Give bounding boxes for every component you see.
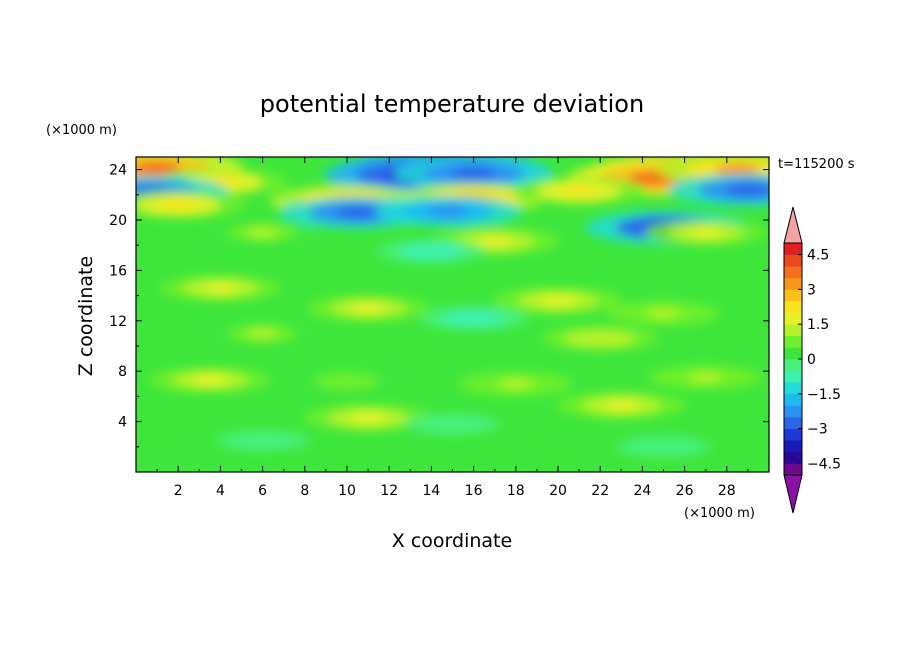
colorbar-segment [784,417,802,429]
x-axis-ticks: 2 4 6 8 10 12 14 16 18 20 22 24 26 28 [156,157,749,499]
field-feature-core [451,166,497,180]
y-axis-ticks: 4 8 12 16 20 24 [109,163,769,448]
colorbar-segment [784,254,802,267]
y-tick-label: 24 [109,163,127,179]
colorbar-segment [784,440,802,453]
colorbar-tick-label: 4.5 [807,248,829,264]
colorbar-segment [784,324,802,337]
x-tick-label: 14 [422,483,440,499]
x-tick-label: 26 [676,483,694,499]
colorbar-over-arrow [783,206,803,244]
colorbar-segment [784,243,802,255]
x-tick-label: 2 [174,483,183,499]
colorbar-segment [784,428,802,441]
colorbar-tick-label: −3 [807,422,828,438]
colorbar-segment [784,393,802,406]
field-feature-core [650,442,677,452]
colorbar-segment [784,347,802,360]
field-feature-core [560,185,598,197]
x-tick-label: 12 [380,483,398,499]
field-feature-core [247,227,278,238]
field-feature-core [458,313,489,324]
colorbar-tick-label: 0 [807,352,816,368]
field-feature-core [159,199,198,211]
field-blobs [136,157,769,464]
field-feature-core [416,246,447,257]
field-feature-core [725,183,769,197]
colorbar: 4.5 3 1.5 0 −1.5 −3 −4.5 [783,206,841,514]
field-feature-core [539,295,577,307]
field-feature-core [249,436,276,445]
field-feature-core [603,399,640,411]
colorbar-tick-label: −4.5 [807,456,841,472]
field-feature-core [476,235,513,247]
colorbar-segment [784,289,802,302]
x-tick-label: 16 [465,483,483,499]
field-feature-core [144,448,170,458]
y-tick-label: 16 [109,263,127,279]
x-tick-label: 20 [549,483,567,499]
y-unit-label: (×1000 m) [46,123,117,138]
time-label: t=115200 s [778,157,855,172]
colorbar-segment [784,405,802,418]
field-feature-core [714,163,760,177]
y-tick-label: 20 [109,213,127,229]
x-axis-label: X coordinate [392,530,512,552]
colorbar-segment [784,370,802,383]
colorbar-segment [784,335,802,348]
colorbar-segment [784,277,802,290]
colorbar-segment [784,463,802,476]
colorbar-tick-label: 3 [807,282,816,298]
field-feature-core [427,205,469,218]
field-feature-core [136,161,182,176]
chart-title: potential temperature deviation [260,90,644,118]
colorbar-segment [784,312,802,325]
field-feature-core [203,282,238,294]
y-tick-label: 12 [109,314,127,330]
field-feature-core [247,328,278,339]
x-tick-label: 18 [507,483,525,499]
colorbar-segment [784,266,802,279]
colorbar-under-arrow [783,474,803,514]
field-feature-core [545,436,571,445]
colorbar-tick-label: −1.5 [807,387,841,403]
x-tick-label: 8 [300,483,309,499]
colorbar-segment [784,382,802,395]
field-feature-core [192,374,227,386]
field-feature-core [583,333,617,344]
x-unit-label: (×1000 m) [684,506,755,521]
x-tick-label: 24 [633,483,651,499]
y-tick-label: 4 [118,415,127,431]
field-feature-core [688,227,723,238]
colorbar-segment [784,301,802,313]
field-feature-core [689,372,722,383]
colorbar-segment [784,451,802,464]
contour-field [136,157,769,472]
x-tick-label: 6 [258,483,267,499]
field-feature-core [351,303,386,314]
x-tick-label: 22 [591,483,609,499]
field-feature-core [647,308,680,319]
x-tick-label: 28 [718,483,736,499]
field-feature-core [335,206,380,219]
field-feature-core [439,419,466,429]
field-feature-core [349,412,387,424]
field-feature-core [332,376,362,386]
x-tick-label: 10 [338,483,356,499]
colorbar-tick-label: 1.5 [807,317,829,333]
y-axis-label: Z coordinate [75,256,97,376]
field-feature-core [499,378,532,389]
y-tick-label: 8 [118,364,127,380]
colorbar-segment [784,359,802,371]
x-tick-label: 4 [216,483,225,499]
